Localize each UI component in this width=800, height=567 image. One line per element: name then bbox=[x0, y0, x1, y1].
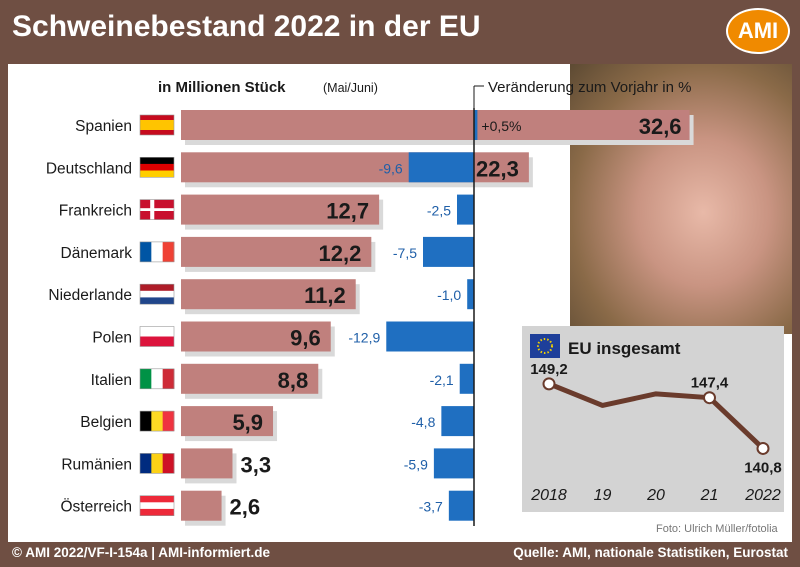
change-bar bbox=[433, 448, 474, 479]
value-label: 8,8 bbox=[278, 368, 309, 393]
change-label: -12,9 bbox=[348, 330, 380, 346]
category-label: Belgien bbox=[80, 414, 132, 431]
change-bar bbox=[448, 490, 474, 521]
eu-point bbox=[703, 391, 716, 405]
bar-rumänien bbox=[181, 448, 233, 479]
value-label: 32,6 bbox=[639, 114, 682, 139]
bar-niederlande bbox=[181, 279, 356, 310]
unit-sub-label: (Mai/Juni) bbox=[323, 81, 378, 95]
change-bar bbox=[386, 321, 474, 352]
value-label: 12,7 bbox=[326, 199, 369, 224]
eu-point-label: 147,4 bbox=[691, 375, 729, 392]
category-label: Polen bbox=[92, 330, 132, 347]
change-bar bbox=[423, 236, 474, 267]
change-header-label: Veränderung zum Vorjahr in % bbox=[488, 79, 691, 96]
bar-frankreich bbox=[181, 194, 380, 225]
eu-year-label: 21 bbox=[700, 487, 719, 504]
flag-at-icon bbox=[139, 495, 175, 517]
eu-inset: EU insgesamt 149,2 2018 19 20 147,4 21 140,8 20… bbox=[522, 326, 784, 512]
category-label: Deutschland bbox=[46, 160, 132, 177]
change-bar bbox=[474, 110, 478, 140]
eu-line-chart: 149,2 2018 19 20 147,4 21 140,8 2022 bbox=[530, 361, 782, 504]
change-label: -2,5 bbox=[427, 203, 451, 219]
category-label: Spanien bbox=[75, 118, 132, 135]
bar-chart: Spanien 32,6 +0,5% Deutschland 22,3 -9,6 Frank… bbox=[46, 108, 694, 526]
change-label: -2,1 bbox=[430, 372, 454, 388]
flag-nl-icon bbox=[139, 283, 175, 305]
eu-year-label: 2022 bbox=[744, 487, 781, 504]
value-label: 2,6 bbox=[230, 495, 261, 520]
value-label: 12,2 bbox=[318, 241, 361, 266]
bar-polen bbox=[181, 321, 331, 352]
change-label: -4,8 bbox=[411, 414, 435, 430]
bar-spanien bbox=[181, 110, 690, 140]
value-label: 9,6 bbox=[290, 326, 321, 351]
flag-es-icon bbox=[139, 114, 175, 136]
ami-logo: AMI bbox=[726, 8, 790, 54]
category-label: Italien bbox=[91, 372, 132, 389]
change-bar bbox=[467, 279, 474, 310]
eu-point-label: 149,2 bbox=[530, 361, 568, 378]
category-label: Österreich bbox=[61, 498, 133, 516]
change-bar bbox=[408, 152, 474, 183]
flag-dk-icon bbox=[139, 199, 175, 220]
chart-header: in Millionen Stück (Mai/Juni) Veränderun… bbox=[158, 79, 691, 108]
change-label: -5,9 bbox=[404, 456, 428, 472]
flag-ro-icon bbox=[139, 453, 175, 474]
change-bar bbox=[457, 194, 474, 225]
value-label: 11,2 bbox=[304, 283, 346, 308]
eu-point bbox=[542, 377, 556, 391]
bar-dänemark bbox=[181, 236, 372, 267]
flag-fr-icon bbox=[139, 241, 175, 263]
change-label: -3,7 bbox=[419, 499, 443, 515]
page-title: Schweinebestand 2022 in der EU bbox=[12, 10, 481, 43]
eu-point-label: 140,8 bbox=[744, 459, 782, 476]
flag-de-icon bbox=[139, 157, 175, 178]
eu-year-label: 19 bbox=[594, 487, 612, 504]
category-label: Frankreich bbox=[59, 203, 132, 220]
category-label: Rumänien bbox=[61, 456, 132, 473]
category-label: Niederlande bbox=[48, 287, 132, 304]
change-label: -1,0 bbox=[437, 287, 461, 303]
footer-copyright: © AMI 2022/VF-I-154a | AMI-informiert.de bbox=[12, 545, 271, 560]
change-bar bbox=[459, 363, 474, 394]
eu-point bbox=[756, 441, 770, 455]
eu-inset-box bbox=[522, 326, 784, 512]
footer-source: Quelle: AMI, nationale Statistiken, Euro… bbox=[513, 545, 788, 560]
photo-credit: Foto: Ulrich Müller/fotolia bbox=[656, 523, 779, 535]
eu-flag-icon bbox=[530, 334, 560, 358]
change-label: +0,5% bbox=[481, 118, 521, 134]
value-label: 5,9 bbox=[232, 410, 263, 435]
value-label: 3,3 bbox=[240, 452, 271, 477]
unit-label: in Millionen Stück bbox=[158, 79, 286, 96]
flag-pl-icon bbox=[139, 326, 175, 347]
change-label: -9,6 bbox=[379, 160, 403, 176]
eu-year-label: 20 bbox=[646, 487, 665, 504]
change-label: -7,5 bbox=[393, 245, 417, 261]
eu-year-label: 2018 bbox=[530, 487, 567, 504]
bar-italien bbox=[181, 363, 319, 394]
change-bar bbox=[441, 406, 474, 437]
category-label: Dänemark bbox=[61, 245, 133, 262]
pig-photo bbox=[570, 64, 792, 334]
bar-belgien bbox=[181, 406, 274, 437]
flag-it-icon bbox=[139, 368, 175, 390]
eu-inset-title: EU insgesamt bbox=[568, 339, 681, 358]
bar-österreich bbox=[181, 490, 222, 521]
eu-series-line bbox=[548, 381, 765, 451]
value-label: 22,3 bbox=[476, 156, 519, 181]
flag-be-icon bbox=[139, 410, 175, 432]
